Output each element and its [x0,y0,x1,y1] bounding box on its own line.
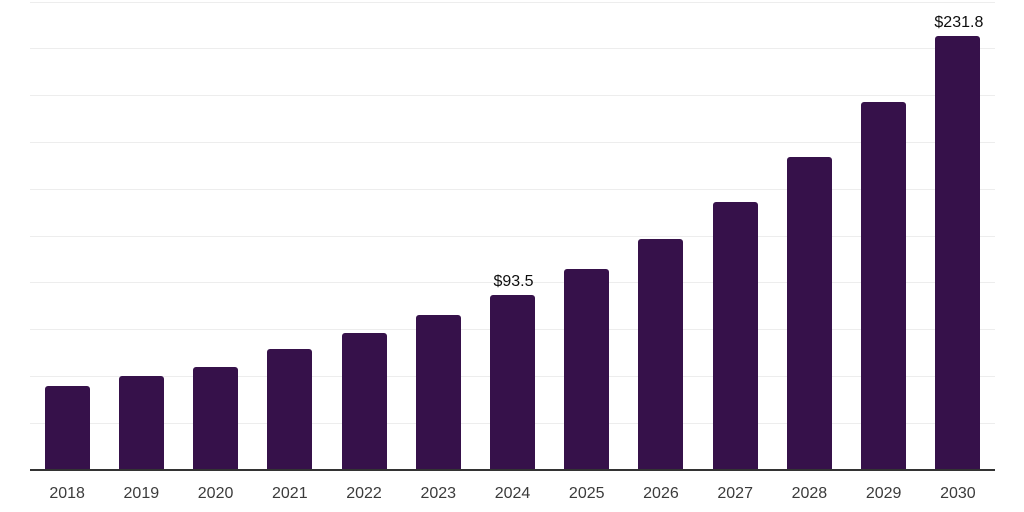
gridline-150 [30,188,995,190]
bar-2030 [935,36,981,469]
bar-2020 [193,367,239,469]
gridline-250 [30,1,995,3]
bar-2024 [490,294,535,469]
bar-2019 [118,376,164,469]
value-label-2024: $93.5 [493,272,534,290]
bar-2021 [267,348,313,469]
x-tick-2022: 2022 [346,485,382,502]
gridline-175 [30,141,995,143]
gridline-100 [30,282,995,284]
x-tick-2029: 2029 [865,485,902,502]
x-tick-2025: 2025 [568,485,605,502]
bar-2023 [415,314,461,469]
gridline-225 [30,48,995,50]
bar-2028 [786,157,832,469]
x-tick-2027: 2027 [717,485,753,502]
bar-2025 [564,268,610,469]
x-tick-2020: 2020 [197,485,234,502]
x-tick-2023: 2023 [420,485,457,502]
x-axis-line [30,469,995,471]
gridline-200 [30,95,995,97]
value-label-2030: $231.8 [934,14,984,32]
x-tick-2024: 2024 [494,485,531,502]
x-tick-2030: 2030 [940,485,976,502]
x-tick-2018: 2018 [49,485,85,502]
bar-2029 [861,102,907,469]
bar-2018 [44,385,90,469]
gridline-125 [30,235,995,237]
bar-2026 [638,238,684,469]
bar-2027 [712,201,758,469]
x-tick-2026: 2026 [643,485,679,502]
x-tick-2021: 2021 [272,485,308,502]
x-tick-2028: 2028 [791,485,828,502]
bar-2022 [341,332,387,469]
x-tick-2019: 2019 [123,485,160,502]
